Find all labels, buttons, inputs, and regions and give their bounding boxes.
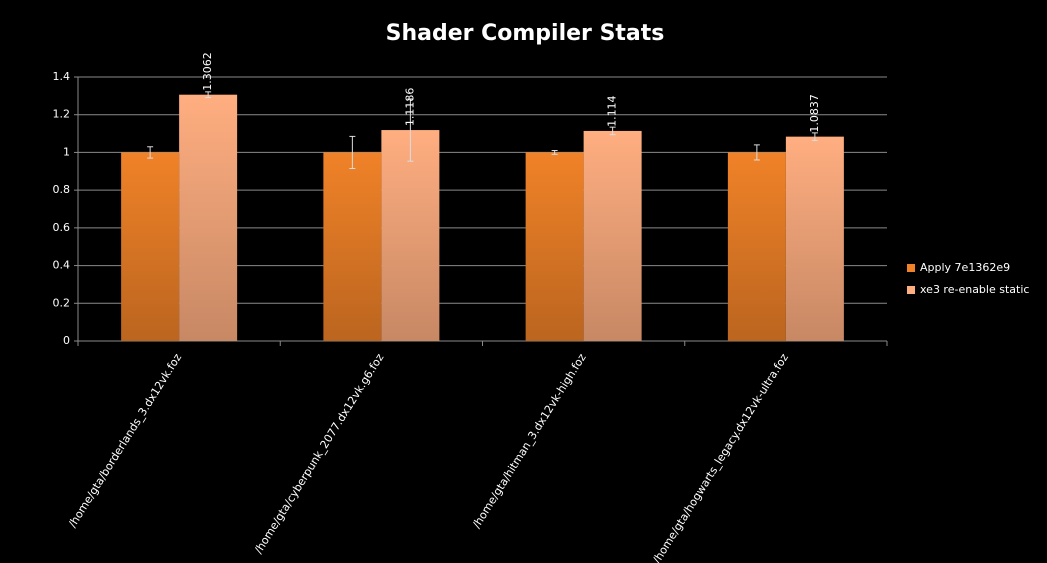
y-tick-label: 1.4 [53,70,71,83]
data-label: 1.3062 [201,52,214,91]
bar [323,152,382,341]
legend-label: Apply 7e1362e9 [920,261,1010,274]
legend-swatch [907,286,915,294]
error-bar [407,98,414,162]
legend-swatch [907,264,915,272]
bar [121,152,180,341]
error-bar [551,150,558,155]
error-bar [811,132,818,141]
error-bar [349,135,356,169]
y-tick-label: 0 [63,334,70,347]
bar [727,152,786,341]
x-tick-label: /home/gta/borderlands_3.dx12vk.foz [66,351,184,530]
bar [381,130,440,341]
error-bar [753,144,760,161]
y-tick-label: 0.4 [53,259,71,272]
legend-label: xe3 re-enable static [920,283,1029,296]
x-tick-label: /home/gta/hitman_3.dx12vk-high.foz [470,351,589,530]
y-tick-label: 0.6 [53,221,71,234]
data-label: 1.1186 [403,88,416,127]
data-label: 1.0837 [808,94,821,133]
chart-title: Shader Compiler Stats [386,21,665,46]
y-tick-label: 0.8 [53,183,71,196]
error-bar [205,91,212,99]
y-tick-label: 1 [63,145,70,158]
bar [785,136,844,341]
bar [179,94,238,341]
bar [525,152,584,341]
data-label: 1.114 [606,95,619,127]
y-tick-label: 1.2 [53,108,71,121]
bar [583,130,642,341]
x-tick-label: /home/gta/cyberpunk_2077.dx12vk.g6.foz [252,351,387,556]
y-tick-label: 0.2 [53,296,71,309]
error-bar [147,146,154,159]
error-bar [609,126,616,136]
x-tick-label: /home/gta/hogwarts_legacy.dx12vk-ultra.f… [650,351,791,563]
